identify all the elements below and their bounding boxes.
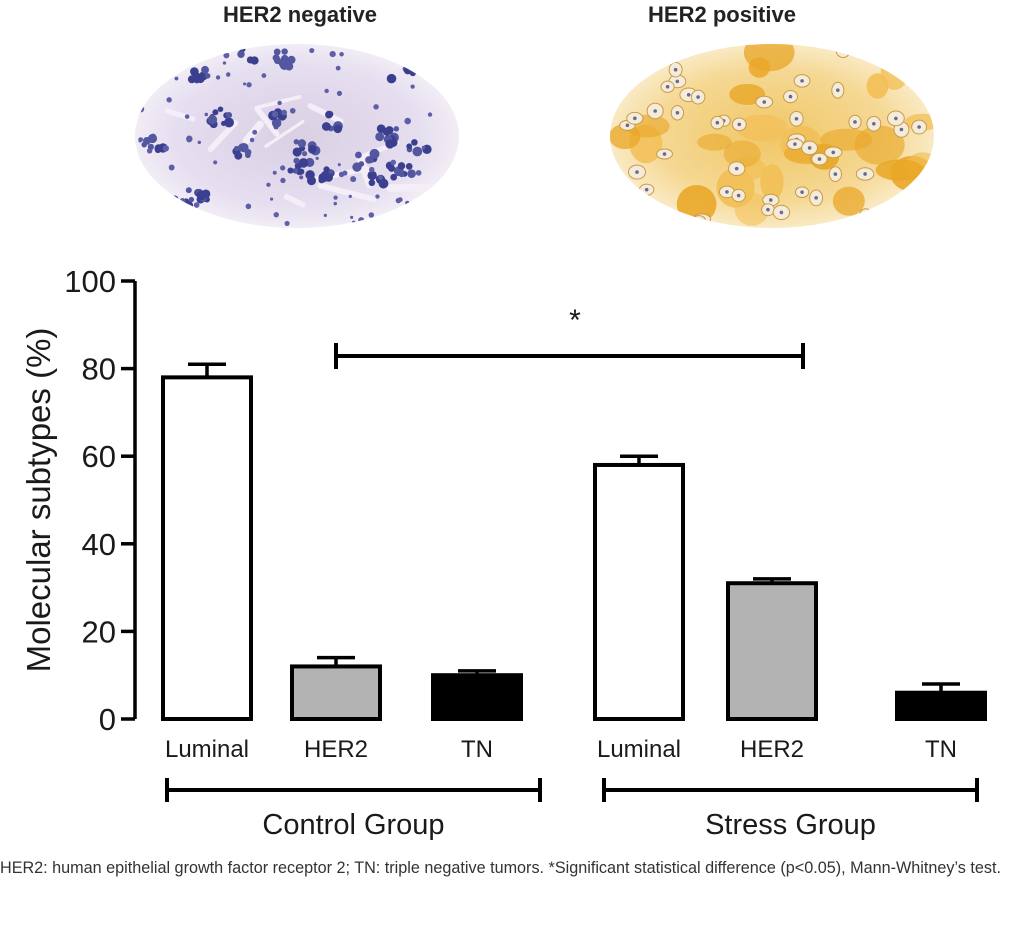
y-tick-label: 0	[99, 702, 116, 737]
x-tick-label-control-group-her2: HER2	[304, 736, 368, 763]
her2-positive-micrograph	[610, 44, 934, 228]
y-tick-label: 20	[82, 614, 116, 649]
her2-negative-label: HER2 negative	[222, 2, 378, 27]
significance-label: *	[569, 304, 581, 337]
group-bracket-stress-group	[602, 778, 979, 802]
x-tick-label-control-group-tn: TN	[461, 736, 493, 763]
her2-positive-label: HER2 positive	[648, 2, 796, 27]
group-bracket-control-group	[165, 778, 542, 802]
y-tick-label: 40	[82, 527, 116, 562]
x-tick-label-stress-group-tn: TN	[925, 736, 957, 763]
group-label-stress-group: Stress Group	[705, 809, 876, 841]
significance-bracket	[334, 343, 805, 369]
her2-negative-micrograph	[135, 44, 459, 228]
y-tick-label: 100	[64, 264, 116, 299]
bar-stress-group-her2	[726, 581, 818, 721]
group-label-control-group: Control Group	[262, 809, 444, 841]
bar-stress-group-luminal	[593, 462, 685, 721]
bar-control-group-tn	[431, 673, 523, 722]
x-tick-label-control-group-luminal: Luminal	[165, 736, 249, 763]
y-axis-label: Molecular subtypes (%)	[20, 328, 57, 673]
y-tick-label: 80	[82, 352, 116, 387]
figure-caption: HER2: human epithelial growth factor rec…	[0, 859, 1001, 877]
bar-control-group-luminal	[161, 375, 253, 721]
y-tick-label: 60	[82, 439, 116, 474]
x-tick-label-stress-group-luminal: Luminal	[597, 736, 681, 763]
bar-stress-group-tn	[895, 690, 987, 721]
x-tick-label-stress-group-her2: HER2	[740, 736, 804, 763]
bar-control-group-her2	[290, 664, 382, 722]
